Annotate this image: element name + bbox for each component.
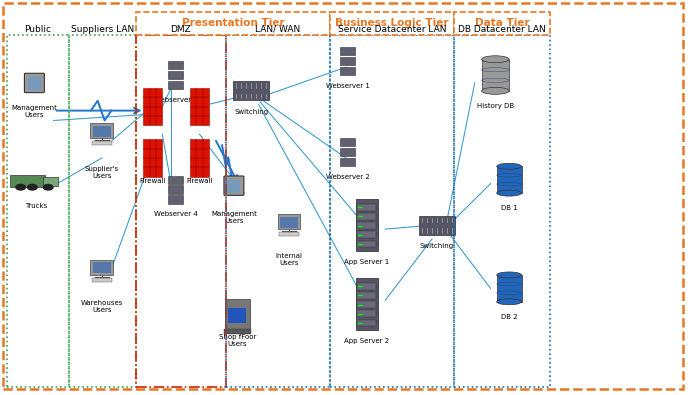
FancyBboxPatch shape [497,275,522,302]
Text: Webserver 4: Webserver 4 [153,211,197,217]
Ellipse shape [497,272,522,278]
FancyBboxPatch shape [227,179,241,192]
Ellipse shape [497,190,522,196]
FancyBboxPatch shape [340,138,355,146]
FancyBboxPatch shape [168,195,183,203]
FancyBboxPatch shape [330,12,454,35]
FancyBboxPatch shape [357,222,376,229]
FancyBboxPatch shape [136,12,330,35]
FancyBboxPatch shape [92,141,111,145]
Ellipse shape [482,56,509,63]
Text: Firewall: Firewall [140,178,166,184]
Text: DMZ: DMZ [171,24,191,34]
FancyBboxPatch shape [357,310,376,317]
FancyBboxPatch shape [92,262,111,273]
Text: Webserver 2: Webserver 2 [325,174,369,180]
FancyBboxPatch shape [228,308,246,323]
Text: Shop fFoor
Users: Shop fFoor Users [219,334,256,347]
Text: Trucks: Trucks [25,203,47,209]
FancyBboxPatch shape [190,139,209,177]
FancyBboxPatch shape [340,47,355,55]
FancyBboxPatch shape [224,329,251,334]
FancyBboxPatch shape [356,199,378,251]
FancyBboxPatch shape [10,175,45,187]
Text: Service Datacenter LAN: Service Datacenter LAN [338,24,447,34]
Text: Webserver 3: Webserver 3 [153,97,197,103]
FancyBboxPatch shape [279,217,299,228]
FancyBboxPatch shape [28,77,41,90]
FancyBboxPatch shape [190,88,209,126]
FancyBboxPatch shape [357,241,376,247]
FancyBboxPatch shape [168,61,183,69]
Ellipse shape [497,299,522,305]
Text: Management
Users: Management Users [12,105,57,118]
Text: Presentation Tier: Presentation Tier [182,18,285,28]
FancyBboxPatch shape [143,139,162,177]
FancyBboxPatch shape [25,73,44,92]
FancyBboxPatch shape [357,204,376,211]
FancyBboxPatch shape [233,81,269,100]
Text: Management
Users: Management Users [211,211,257,224]
FancyBboxPatch shape [168,81,183,89]
FancyBboxPatch shape [482,59,509,91]
Text: Webserver 1: Webserver 1 [325,83,369,89]
FancyBboxPatch shape [357,283,376,290]
FancyBboxPatch shape [357,320,376,326]
Text: History DB: History DB [477,103,514,109]
Text: Supplier's
Users: Supplier's Users [85,166,119,179]
Text: App Server 1: App Server 1 [344,259,389,265]
Text: Internal
Users: Internal Users [275,253,303,266]
Text: DB 2: DB 2 [501,314,517,320]
Text: Switching: Switching [420,243,454,249]
Text: LAN/ WAN: LAN/ WAN [255,24,301,34]
FancyBboxPatch shape [91,124,113,138]
FancyBboxPatch shape [278,214,300,229]
Text: Switching: Switching [234,109,268,115]
FancyBboxPatch shape [43,177,58,186]
FancyBboxPatch shape [91,260,113,275]
FancyBboxPatch shape [340,57,355,65]
Text: Business Logic Tier: Business Logic Tier [336,18,449,28]
FancyBboxPatch shape [92,278,111,282]
FancyBboxPatch shape [357,301,376,308]
Text: DB Datacenter LAN: DB Datacenter LAN [458,24,546,34]
FancyBboxPatch shape [340,148,355,156]
FancyBboxPatch shape [356,278,378,330]
FancyBboxPatch shape [454,12,550,35]
Circle shape [43,184,53,190]
FancyBboxPatch shape [168,71,183,79]
Ellipse shape [482,87,509,94]
Text: Public: Public [24,24,52,34]
Text: Firewall: Firewall [186,178,213,184]
FancyBboxPatch shape [168,175,183,184]
FancyBboxPatch shape [340,67,355,75]
FancyBboxPatch shape [357,231,376,238]
Text: DB 1: DB 1 [501,205,517,211]
FancyBboxPatch shape [224,176,244,195]
FancyBboxPatch shape [357,292,376,299]
FancyBboxPatch shape [279,232,299,236]
Circle shape [28,184,37,190]
FancyBboxPatch shape [143,88,162,126]
Text: Suppliers LAN: Suppliers LAN [71,24,134,34]
Text: App Server 2: App Server 2 [344,338,389,344]
FancyBboxPatch shape [340,158,355,166]
FancyBboxPatch shape [419,216,455,235]
Text: Data Tier: Data Tier [475,18,530,28]
FancyBboxPatch shape [497,166,522,193]
FancyBboxPatch shape [168,185,183,194]
FancyBboxPatch shape [357,213,376,220]
Ellipse shape [497,164,522,169]
FancyBboxPatch shape [225,299,250,330]
FancyBboxPatch shape [92,126,111,137]
Text: Warehouses
Users: Warehouses Users [80,300,123,313]
Circle shape [16,184,25,190]
